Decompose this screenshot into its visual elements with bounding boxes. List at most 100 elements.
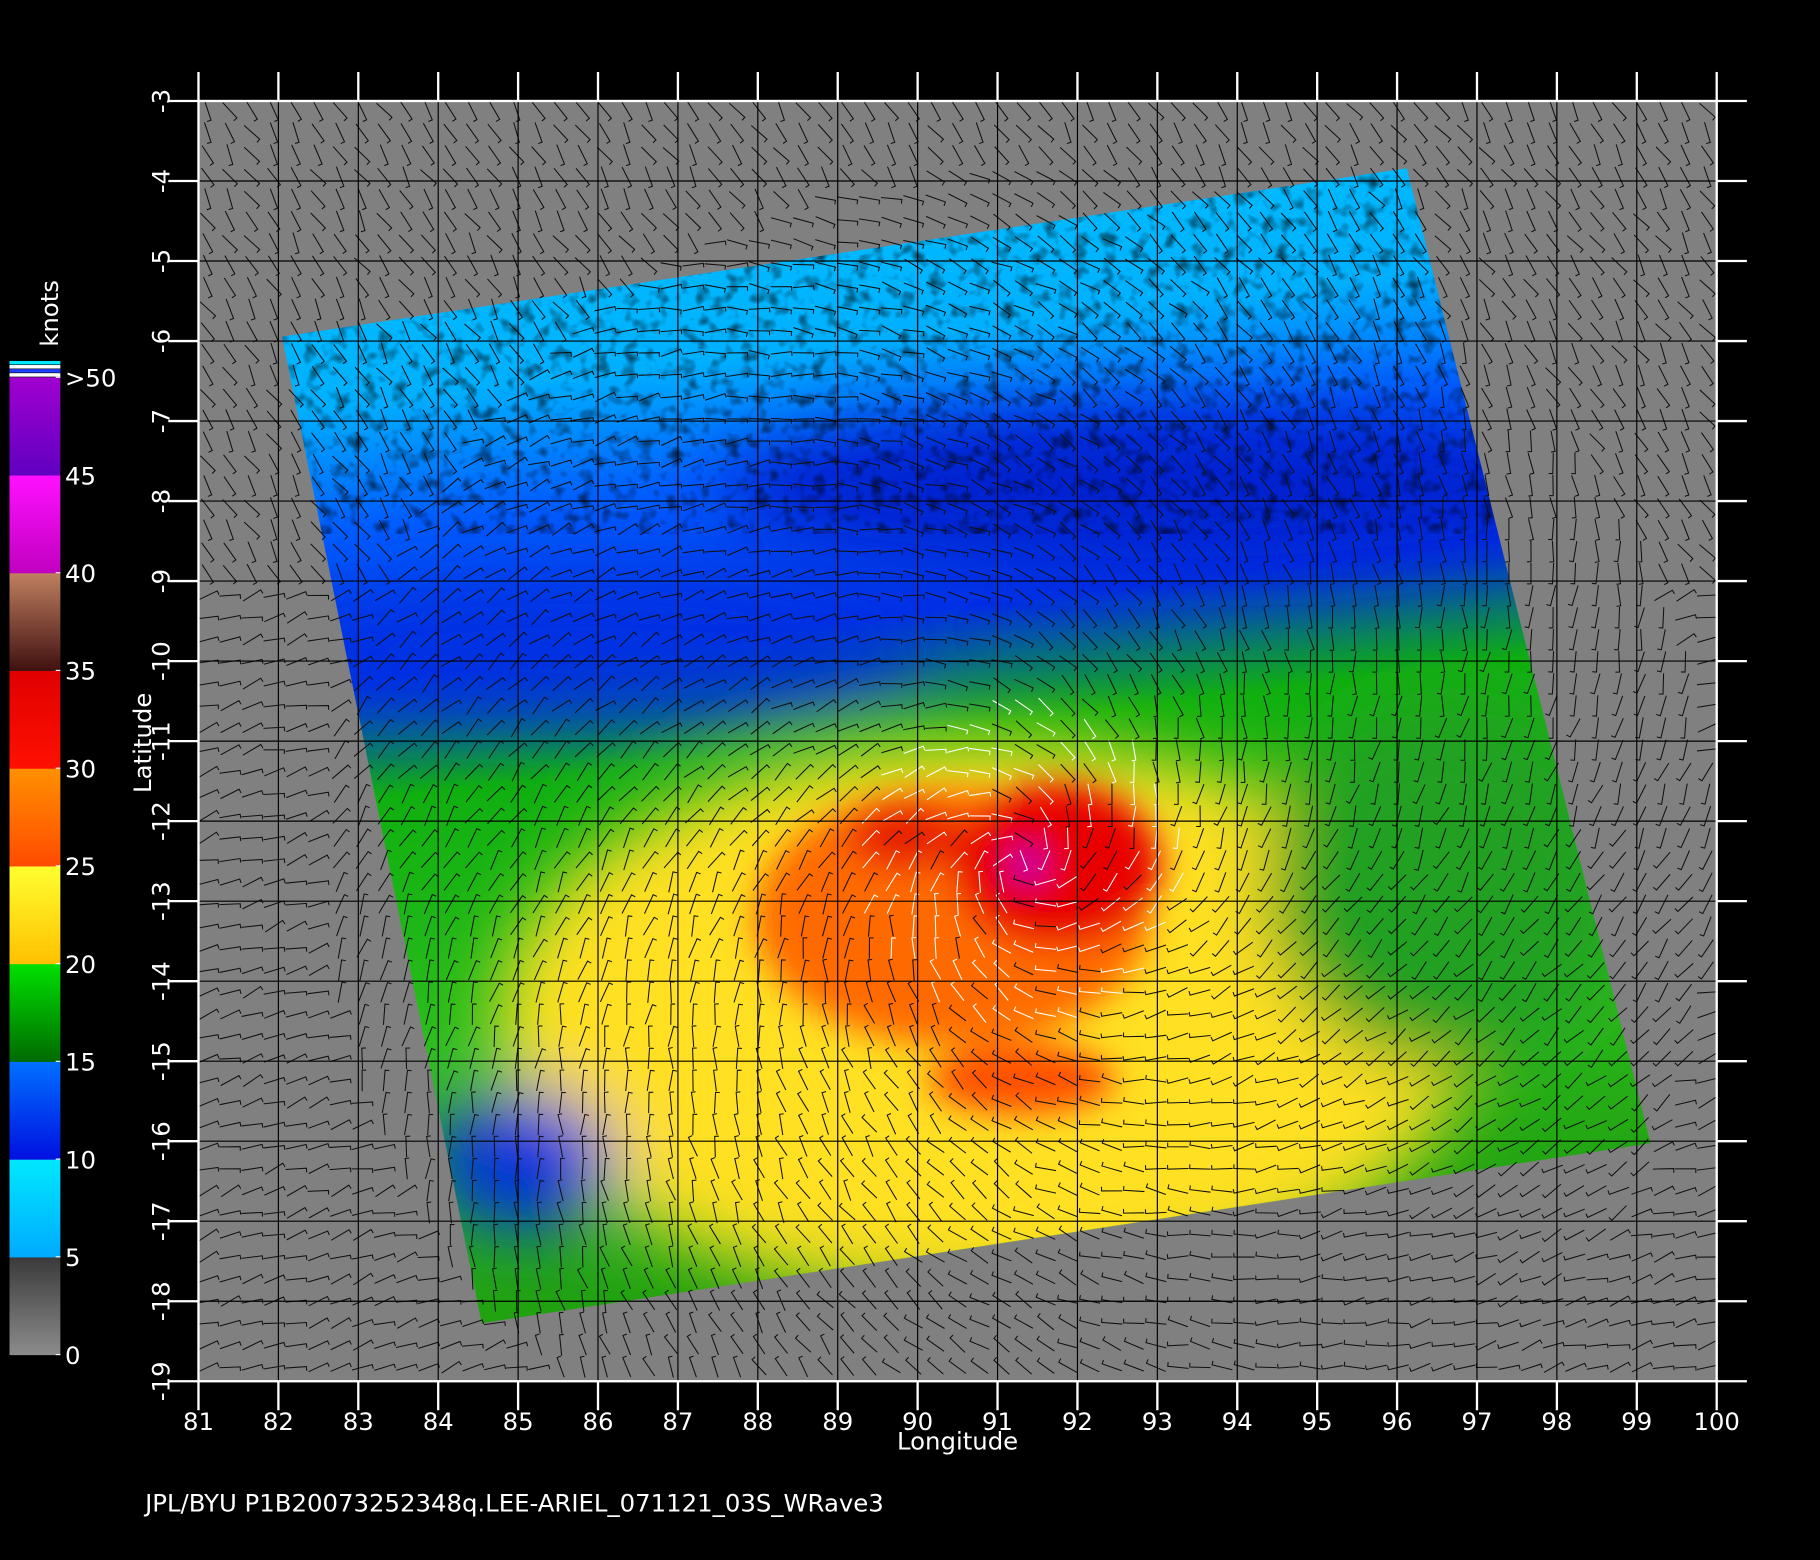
wind-barb	[728, 787, 749, 801]
wind-barb	[1351, 386, 1359, 409]
wind-barb	[225, 519, 234, 542]
wind-barb	[1034, 878, 1056, 886]
wind-barb	[1328, 409, 1337, 431]
wind-barb	[710, 1267, 720, 1289]
wind-barb	[1127, 498, 1141, 519]
wind-barb	[1257, 828, 1272, 849]
wind-barb	[688, 1311, 697, 1334]
wind-barb	[618, 235, 636, 253]
wind-barb	[594, 483, 617, 489]
wind-barb	[884, 1223, 898, 1244]
wind-barb	[1305, 343, 1317, 365]
wind-barb	[1014, 236, 1034, 253]
wind-barb	[1368, 191, 1386, 209]
wind-barb	[1678, 739, 1689, 761]
wind-barb	[1081, 236, 1100, 253]
wind-barb	[1461, 540, 1466, 563]
wind-barb	[883, 1312, 900, 1331]
wind-barb	[242, 722, 264, 734]
wind-barb	[1219, 673, 1226, 696]
wind-barb	[1674, 1029, 1694, 1045]
wind-barb	[755, 1046, 763, 1069]
wind-barb	[441, 699, 462, 712]
wind-barb	[1373, 430, 1381, 453]
wind-barb	[1239, 365, 1250, 387]
wind-barb	[291, 453, 302, 475]
wind-barb	[557, 1179, 564, 1202]
wind-barb	[1498, 984, 1517, 1002]
wind-barb	[1543, 917, 1560, 936]
wind-barb	[552, 675, 572, 691]
wind-barb	[859, 700, 882, 711]
wind-barb	[467, 1026, 481, 1047]
wind-barb	[1417, 276, 1425, 299]
wind-barb	[1034, 1096, 1057, 1105]
wind-barb	[552, 631, 572, 647]
wind-barb	[1277, 1165, 1299, 1170]
wind-barb	[969, 172, 991, 184]
y-tick-label: -15	[146, 1041, 175, 1081]
wind-barb	[1100, 987, 1123, 994]
wind-barb	[836, 615, 859, 621]
x-tick-label: 99	[1621, 1407, 1652, 1436]
wind-barb	[1394, 629, 1400, 651]
wind-barb	[580, 1289, 586, 1312]
wind-barb	[1653, 1342, 1675, 1349]
wind-barb	[1564, 940, 1583, 958]
wind-barb	[726, 395, 749, 403]
wind-barb	[307, 681, 330, 687]
wind-barb	[1482, 739, 1488, 761]
wind-barb	[1437, 276, 1448, 299]
wind-barb	[1298, 1253, 1321, 1261]
wind-barb	[1541, 1251, 1563, 1263]
wind-barb	[814, 328, 837, 338]
wind-barb	[771, 655, 793, 668]
wind-barb	[373, 1166, 396, 1172]
wind-barb	[1415, 387, 1427, 409]
wind-barb	[1386, 1231, 1409, 1239]
wind-barb	[1192, 499, 1209, 518]
wind-barb	[815, 216, 836, 229]
wind-barb	[1107, 761, 1117, 784]
wind-barb	[1591, 717, 1599, 739]
wind-barb	[356, 563, 368, 586]
wind-barb	[1259, 211, 1274, 232]
wind-barb	[198, 765, 220, 778]
wind-barb	[1637, 364, 1645, 387]
wind-barb	[970, 1136, 989, 1154]
wind-barb	[1216, 277, 1229, 299]
wind-barb	[243, 146, 261, 165]
wind-barb	[286, 1096, 308, 1109]
wind-barb	[197, 1053, 220, 1064]
wind-barb	[929, 958, 942, 980]
wind-barb	[595, 391, 617, 403]
wind-barb	[1613, 123, 1626, 144]
wind-barb	[793, 722, 815, 733]
wind-barb	[688, 1245, 698, 1267]
wind-barb	[1654, 1251, 1675, 1263]
wind-barb	[378, 564, 391, 585]
wind-barb	[993, 1334, 1010, 1353]
wind-barb	[380, 1047, 392, 1069]
wind-barb	[1325, 783, 1336, 805]
wind-barb	[484, 459, 507, 467]
wind-barb	[1211, 940, 1230, 957]
wind-barb	[972, 1179, 987, 1200]
wind-barb	[1634, 607, 1645, 629]
wind-barb	[335, 298, 345, 321]
wind-barb	[197, 968, 220, 973]
wind-barb	[1258, 366, 1275, 386]
wind-barb	[506, 414, 529, 424]
wind-barb	[1523, 717, 1535, 739]
wind-barb	[198, 987, 220, 998]
wind-barb	[1261, 783, 1268, 805]
wind-barb	[197, 923, 220, 929]
wind-barb	[903, 370, 924, 383]
wind-barb	[1636, 122, 1647, 145]
wind-barb	[1675, 1275, 1698, 1283]
wind-barb	[1614, 409, 1625, 431]
wind-barb	[792, 483, 815, 491]
wind-barb	[241, 1032, 264, 1040]
wind-barb	[817, 1223, 833, 1244]
wind-barb	[1218, 144, 1227, 167]
